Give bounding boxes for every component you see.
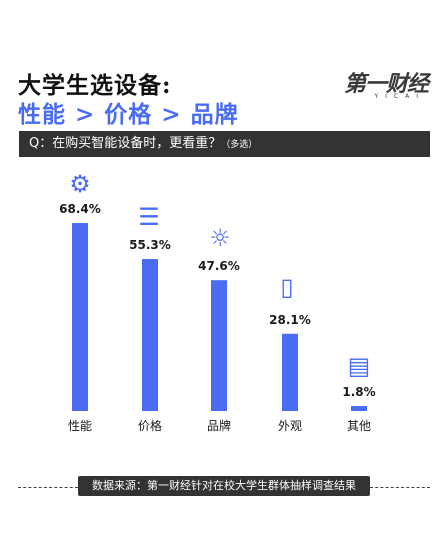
category-label: 外观 [278, 419, 302, 433]
document-icon: ▤ [347, 352, 371, 380]
data-source: 数据来源：第一财经针对在校大学生群体抽样调查结果 [78, 476, 370, 496]
value-label: 1.8% [342, 385, 375, 399]
value-label: 28.1% [269, 313, 311, 327]
bar-其他 [351, 406, 367, 411]
category-label: 品牌 [207, 419, 231, 433]
question-note: （多选） [221, 140, 258, 150]
category-label: 性能 [68, 419, 92, 433]
phone-icon: ▯ [280, 273, 294, 301]
question-text: Q：在购买智能设备时，更看重？ [29, 136, 222, 151]
bar-外观 [282, 333, 298, 411]
bar-价格 [142, 259, 158, 411]
lightbulb-icon: ☼ [209, 224, 231, 252]
value-label: 47.6% [198, 259, 240, 273]
value-label: 68.4% [59, 202, 101, 216]
coin-stack-icon: ☰ [138, 203, 160, 231]
category-label: 其他 [347, 419, 371, 433]
brand-logo: 第一财经 [343, 72, 429, 97]
gear-head-icon: ⚙ [69, 170, 91, 198]
footer-divider-right [370, 487, 430, 488]
value-label: 55.3% [129, 238, 171, 252]
page-subtitle: 性能 > 价格 > 品牌 [18, 101, 239, 128]
footer-divider-left [18, 487, 78, 488]
brand-logo-sub: YICAI [374, 93, 425, 100]
bar-品牌 [211, 280, 227, 411]
question-bar: Q：在购买智能设备时，更看重？（多选） [19, 131, 430, 157]
category-label: 价格 [138, 418, 162, 433]
page-title: 大学生选设备: [18, 72, 172, 99]
bar-性能 [72, 223, 88, 411]
